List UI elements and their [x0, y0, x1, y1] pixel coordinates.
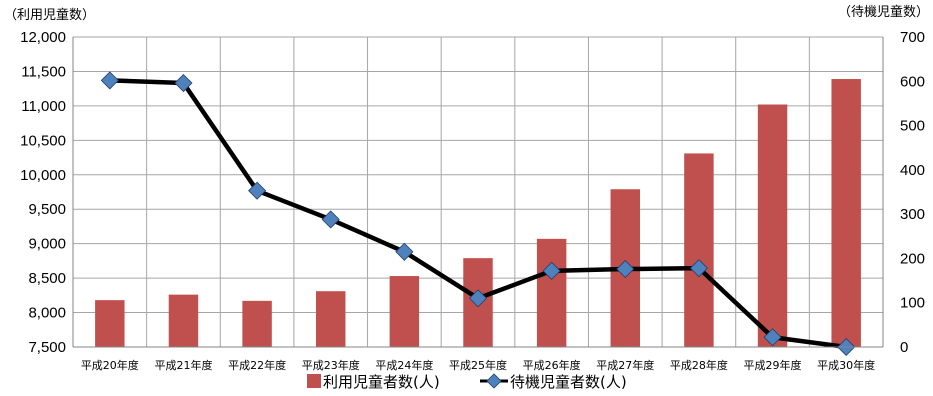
category-label: 平成26年度: [523, 358, 581, 372]
bar: [757, 104, 788, 347]
legend-bar-swatch: [307, 374, 321, 388]
bars: [95, 79, 861, 348]
bar: [168, 294, 199, 347]
left-axis-title: （利用児童数）: [4, 7, 95, 23]
line-point: [100, 71, 119, 90]
legend-bar-label: 利用児童者数(人): [323, 373, 440, 391]
right-tick-label: 600: [900, 73, 925, 90]
line-series: [100, 71, 856, 357]
right-tick-label: 500: [900, 118, 925, 135]
left-tick-label: 8,000: [28, 305, 66, 322]
category-label: 平成22年度: [228, 358, 286, 372]
line-point: [542, 261, 561, 280]
line-point: [248, 181, 267, 200]
line-point: [395, 242, 414, 261]
legend-line-label: 待機児童者数(人): [510, 373, 627, 391]
left-tick-label: 7,500: [28, 339, 66, 356]
left-tick-label: 10,000: [20, 167, 66, 184]
bar: [242, 300, 272, 347]
right-tick-label: 400: [900, 162, 925, 179]
legend: 利用児童者数(人) 待機児童者数(人): [307, 373, 627, 391]
right-axis-title: （待機児童数）: [838, 4, 929, 20]
left-tick-label: 12,000: [20, 29, 66, 46]
left-tick-label: 10,500: [20, 132, 66, 149]
category-label: 平成27年度: [596, 358, 654, 372]
left-tick-label: 9,000: [28, 236, 66, 253]
bar: [536, 238, 567, 347]
right-tick-label: 200: [900, 250, 925, 267]
category-label: 平成29年度: [744, 358, 802, 372]
category-label: 平成28年度: [670, 358, 728, 372]
category-label: 平成30年度: [817, 358, 875, 372]
bar: [316, 291, 346, 347]
line-point: [321, 210, 340, 229]
bar: [684, 153, 714, 347]
category-label: 平成20年度: [81, 358, 139, 372]
axes: 7,500 8,000 8,500 9,000 9,500 10,000 10,500 11,…: [20, 29, 925, 372]
legend-line-marker: [486, 373, 502, 389]
left-tick-label: 11,000: [21, 98, 66, 115]
line-point: [468, 289, 488, 308]
bar: [389, 276, 420, 347]
right-tick-label: 300: [900, 206, 925, 223]
bar: [831, 79, 861, 348]
category-label: 平成25年度: [449, 358, 507, 372]
left-tick-label: 11,500: [21, 63, 66, 80]
left-tick-label: 9,500: [28, 201, 66, 218]
category-label: 平成21年度: [154, 358, 212, 372]
category-label: 平成23年度: [302, 358, 360, 372]
line-point: [174, 74, 193, 93]
right-tick-label: 100: [900, 295, 925, 312]
left-tick-label: 8,500: [28, 270, 66, 287]
right-tick-label: 700: [900, 29, 925, 46]
line-point: [689, 259, 708, 278]
line-point: [763, 328, 782, 347]
right-tick-label: 0: [900, 339, 908, 356]
bar: [95, 300, 125, 347]
category-label: 平成24年度: [375, 358, 433, 372]
line-point: [616, 260, 635, 279]
